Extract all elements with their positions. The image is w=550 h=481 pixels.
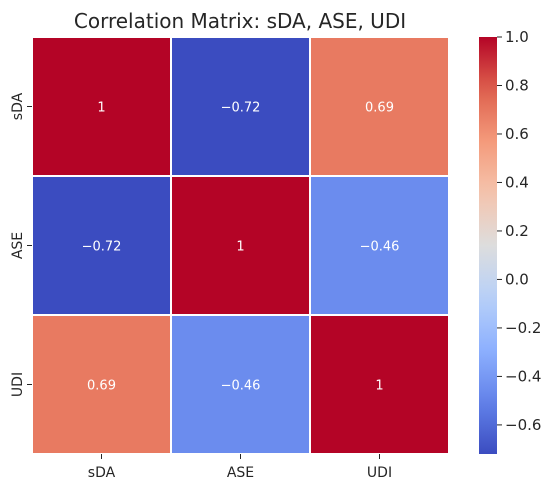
cell-value-label: 0.69 <box>365 101 394 116</box>
colorbar-tick-label: 1.0 <box>505 28 529 46</box>
x-tick-label-ase: ASE <box>227 465 254 481</box>
cell-value-label: 1 <box>97 101 105 116</box>
colorbar-tick-label: 0.2 <box>505 222 529 240</box>
colorbar-tick-label: −0.4 <box>505 367 541 385</box>
colorbar-tick-label: 0.4 <box>505 173 529 191</box>
heatmap-cell-ase-sda <box>31 175 172 316</box>
heatmap-cell-udi-ase <box>170 314 311 455</box>
heatmap-cells: 1 −0.72 0.69 −0.72 1 −0.46 0.69 −0.46 1 <box>31 36 450 455</box>
cell-value-label: 1 <box>236 240 244 255</box>
colorbar-gradient <box>479 37 497 454</box>
heatmap-cell-ase-udi <box>309 175 450 316</box>
y-tick-label-ase: ASE <box>10 232 26 259</box>
colorbar-tick-label: 0.0 <box>505 270 529 288</box>
colorbar-tick-label: 0.6 <box>505 125 529 143</box>
x-tick-label-udi: UDI <box>367 465 392 481</box>
cell-value-label: −0.72 <box>82 240 122 255</box>
colorbar-tick-label: −0.6 <box>505 416 541 434</box>
heatmap-cell-sda-udi <box>309 36 450 177</box>
colorbar-tick-label: 0.8 <box>505 76 529 94</box>
heatmap-cell-sda-sda <box>31 36 172 177</box>
cell-value-label: −0.46 <box>360 240 400 255</box>
heatmap-cell-sda-ase <box>170 36 311 177</box>
cell-value-label: −0.72 <box>221 101 261 116</box>
cell-value-label: 1 <box>375 379 383 394</box>
x-tick-label-sda: sDA <box>88 465 116 481</box>
x-axis-ticks: sDA ASE UDI <box>88 454 392 481</box>
colorbar: 1.0 0.8 0.6 0.4 0.2 0.0 −0.2 −0.4 −0.6 <box>479 28 541 454</box>
y-tick-label-sda: sDA <box>10 92 26 120</box>
colorbar-tick-label: −0.2 <box>505 319 541 337</box>
cell-value-label: 0.69 <box>87 379 116 394</box>
y-tick-label-udi: UDI <box>10 372 26 397</box>
chart-title: Correlation Matrix: sDA, ASE, UDI <box>74 9 406 33</box>
cell-value-label: −0.46 <box>221 379 261 394</box>
y-axis-ticks: sDA ASE UDI <box>10 92 32 397</box>
